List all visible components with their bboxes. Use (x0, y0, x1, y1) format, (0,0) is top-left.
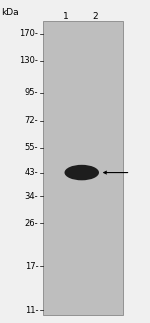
Bar (43, 21, 123, 315)
Text: 130-: 130- (19, 57, 38, 66)
Text: 55-: 55- (25, 143, 38, 152)
Text: 26-: 26- (25, 219, 38, 228)
Text: 43-: 43- (25, 168, 38, 177)
Text: 95-: 95- (25, 88, 38, 97)
Text: kDa: kDa (2, 8, 19, 17)
Text: 1: 1 (63, 12, 69, 21)
Text: 34-: 34- (25, 192, 38, 201)
Text: 2: 2 (92, 12, 98, 21)
Text: 17-: 17- (25, 262, 38, 271)
Text: 11-: 11- (25, 306, 38, 315)
Ellipse shape (64, 165, 99, 180)
Text: 170-: 170- (19, 29, 38, 38)
Text: 72-: 72- (25, 116, 38, 125)
